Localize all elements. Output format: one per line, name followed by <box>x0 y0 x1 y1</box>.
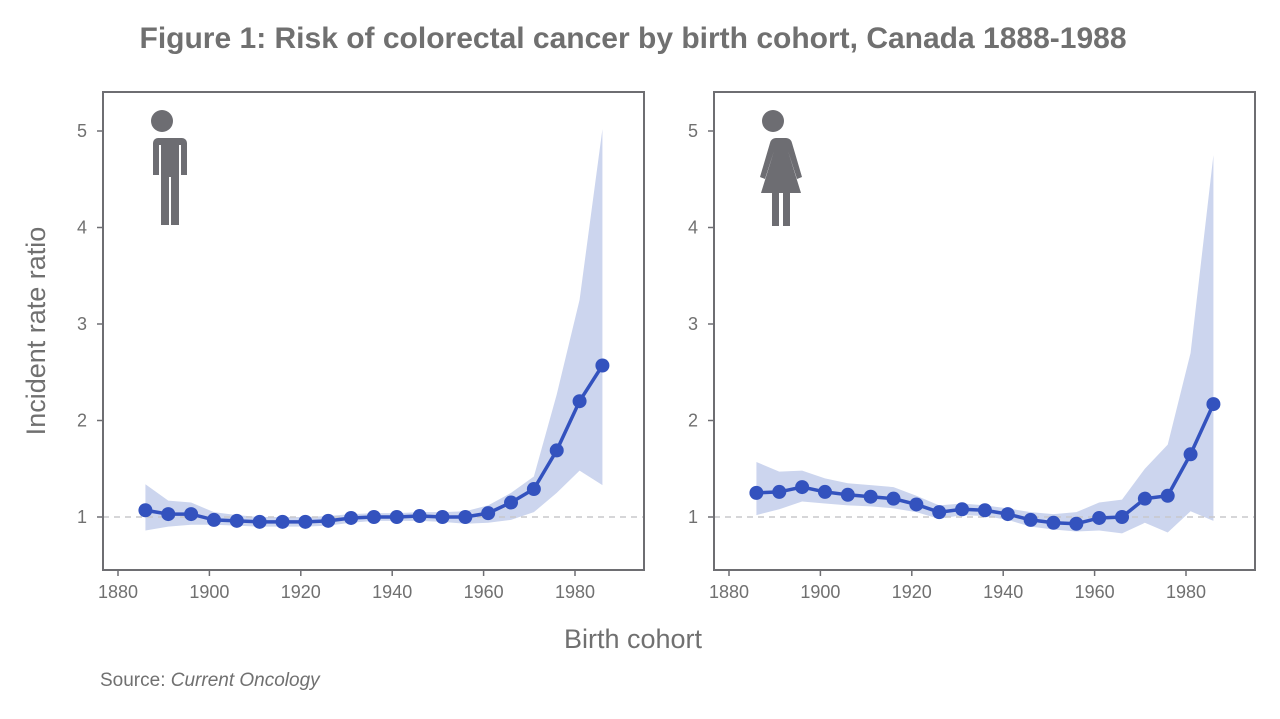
data-point <box>795 480 810 495</box>
data-point <box>458 510 473 524</box>
x-tick-label: 1880 <box>709 582 749 602</box>
data-point <box>817 484 832 499</box>
x-tick-label: 1900 <box>189 582 229 602</box>
y-tick-label: 1 <box>77 507 87 527</box>
data-point <box>389 510 404 524</box>
data-point <box>840 487 855 502</box>
y-tick-label: 4 <box>688 218 698 238</box>
data-point <box>138 503 153 518</box>
data-point <box>321 513 336 528</box>
head <box>151 110 173 132</box>
y-tick-label: 2 <box>688 411 698 431</box>
panel-female: 1880 1900 1920 1940 1960 1980 1 2 3 4 5 <box>688 91 1256 602</box>
head <box>762 110 784 132</box>
y-axis-label: Incident rate ratio <box>21 227 51 436</box>
data-point <box>275 514 290 529</box>
data-point <box>161 507 176 522</box>
data-point <box>1092 510 1107 525</box>
source-name: Current Oncology <box>171 670 321 691</box>
data-point <box>526 482 541 497</box>
male-figure-icon <box>142 110 187 225</box>
data-point <box>504 495 519 510</box>
data-point <box>932 505 947 520</box>
data-point <box>229 513 244 528</box>
data-point <box>184 507 199 522</box>
x-tick-label: 1880 <box>98 582 138 602</box>
x-tick-label: 1980 <box>555 582 595 602</box>
data-point <box>1115 510 1130 524</box>
data-point <box>435 510 450 524</box>
data-point <box>955 502 970 517</box>
source-label: Source: <box>100 670 171 691</box>
x-tick-label: 1900 <box>800 582 840 602</box>
data-point <box>1183 447 1198 462</box>
data-point <box>1137 491 1152 506</box>
data-point <box>772 484 787 499</box>
y-tick-label: 1 <box>688 507 698 527</box>
data-point <box>1160 488 1175 503</box>
data-point <box>863 489 878 504</box>
x-tick-label: 1940 <box>983 582 1023 602</box>
data-point <box>549 443 564 458</box>
data-point <box>1000 507 1015 522</box>
x-tick-label: 1960 <box>1075 582 1115 602</box>
axes-frame <box>713 91 1256 571</box>
confidence-band <box>756 155 1214 534</box>
y-tick-label: 5 <box>688 121 698 141</box>
data-point <box>344 510 359 525</box>
y-tick-label: 2 <box>77 411 87 431</box>
data-point <box>572 394 587 409</box>
data-point <box>1046 515 1061 530</box>
x-axis-label: Birth cohort <box>564 624 703 654</box>
x-tick-label: 1920 <box>281 582 321 602</box>
data-point <box>298 514 313 529</box>
data-point <box>206 512 221 527</box>
data-point <box>366 510 381 524</box>
y-tick-label: 3 <box>688 314 698 334</box>
data-point <box>909 497 924 512</box>
data-point <box>1023 512 1038 527</box>
data-point <box>595 358 610 373</box>
x-tick-label: 1960 <box>464 582 504 602</box>
chart-title: Figure 1: Risk of colorectal cancer by b… <box>140 22 1127 55</box>
data-point <box>412 509 427 524</box>
y-tick-label: 5 <box>77 121 87 141</box>
body <box>142 138 187 225</box>
source-note: Source: Current Oncology <box>100 670 321 691</box>
data-point <box>1206 397 1221 412</box>
x-tick-label: 1920 <box>892 582 932 602</box>
y-tick-label: 3 <box>77 314 87 334</box>
data-point <box>1069 516 1084 531</box>
data-point <box>886 491 901 506</box>
data-point <box>252 514 267 529</box>
body <box>760 137 802 226</box>
data-point <box>481 506 496 521</box>
data-point <box>977 503 992 518</box>
x-tick-label: 1980 <box>1166 582 1206 602</box>
confidence-band <box>145 129 603 531</box>
female-figure-icon <box>760 110 802 226</box>
y-tick-label: 4 <box>77 218 87 238</box>
axes-frame <box>102 91 645 571</box>
panel-male: 1880 1900 1920 1940 1960 1980 1 2 3 4 5 <box>77 91 645 602</box>
data-point <box>749 485 764 500</box>
x-tick-label: 1940 <box>372 582 412 602</box>
